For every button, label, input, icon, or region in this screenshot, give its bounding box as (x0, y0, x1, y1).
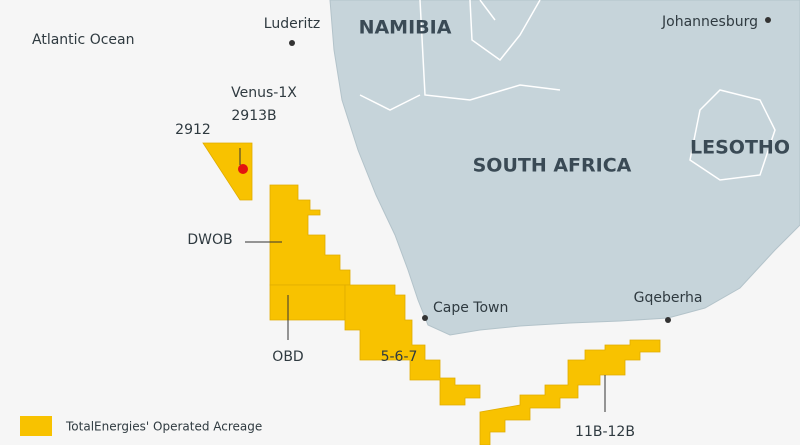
block-dwob (269, 184, 351, 286)
well-marker (238, 164, 248, 174)
block-5-6-7 (344, 284, 481, 406)
country-label: SOUTH AFRICA (473, 155, 632, 177)
city-dot (289, 40, 295, 46)
land (329, 0, 800, 336)
block-label: OBD (272, 349, 303, 365)
legend-label: TotalEnergies' Operated Acreage (65, 420, 262, 434)
city-label: Gqeberha (634, 290, 703, 306)
block-label: 5-6-7 (381, 349, 418, 365)
block-label: 2913B (231, 108, 276, 124)
block-obd (269, 284, 346, 321)
city-label: Luderitz (264, 16, 320, 32)
city-dot (665, 317, 671, 323)
block-label: 11B-12B (575, 424, 635, 440)
city-label: Johannesburg (661, 14, 758, 30)
country-label: LESOTHO (690, 137, 790, 159)
borders (359, 0, 776, 181)
block-label: 2912 (175, 122, 211, 138)
legend-swatch (20, 416, 52, 436)
city-dot (422, 315, 428, 321)
acreage (202, 142, 661, 445)
ocean-label: Atlantic Ocean (32, 32, 134, 48)
well-label: Venus-1X (231, 85, 297, 101)
block-11b-12b (479, 339, 661, 445)
block-label: DWOB (187, 232, 232, 248)
country-label: NAMIBIA (359, 17, 452, 39)
city-label: Cape Town (433, 300, 508, 316)
city-dot (765, 17, 771, 23)
